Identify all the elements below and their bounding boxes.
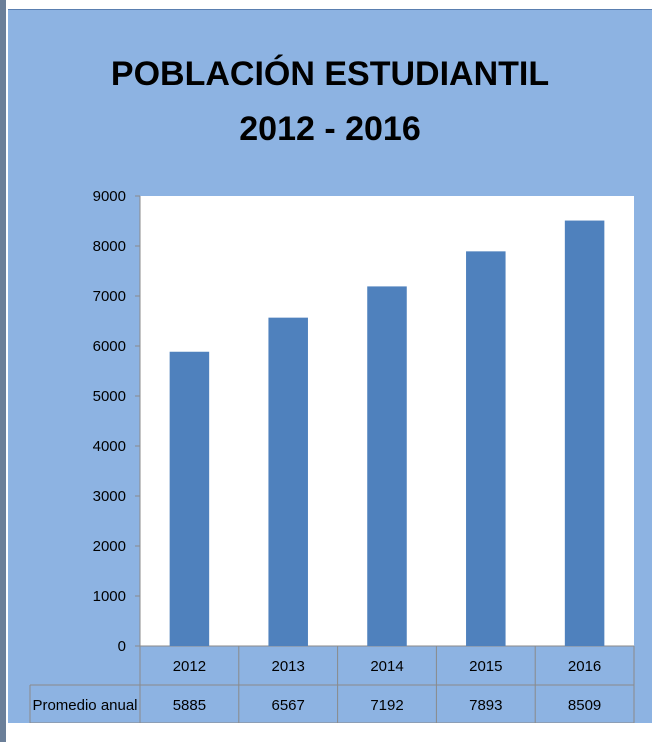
chart-subtitle: 2012 - 2016 [239,110,421,148]
bar-2015 [466,251,506,646]
data-table: 2012 2013 2014 2015 2016 Promedio anual 5885 65… [29,646,635,723]
x-category-label: 2014 [370,658,403,675]
y-tick-label: 5000 [93,388,126,405]
data-value-cell: 7893 [469,697,502,714]
bar-2012 [169,351,210,646]
series-name-cell: Promedio anual [32,697,137,714]
y-tick-label: 8000 [93,238,126,255]
y-axis-ticks: 0 1000 2000 3000 4000 5000 6000 7000 8000 9000 [93,188,140,655]
data-value-cell: 8509 [568,697,601,714]
y-tick-label: 0 [118,638,126,655]
data-value-cell: 6567 [272,697,305,714]
bar-chart: POBLACIÓN ESTUDIANTIL 2012 - 2016 0 1000 2… [29,55,635,723]
y-tick-label: 7000 [93,288,126,305]
data-value-cell: 7192 [370,697,403,714]
y-tick-label: 3000 [93,488,126,505]
bar-2013 [268,317,308,646]
x-category-label: 2015 [469,658,502,675]
chart-title: POBLACIÓN ESTUDIANTIL [111,55,549,93]
y-tick-label: 9000 [93,188,126,205]
x-category-label: 2016 [568,658,601,675]
x-category-label: 2012 [173,658,206,675]
y-tick-label: 4000 [93,438,126,455]
y-tick-label: 1000 [93,588,126,605]
bar-2014 [367,286,407,646]
y-tick-label: 2000 [93,538,126,555]
window-edge [0,0,6,742]
chart-area: POBLACIÓN ESTUDIANTIL 2012 - 2016 0 1000 2… [8,9,652,723]
bar-2016 [564,220,605,647]
data-value-cell: 5885 [173,697,206,714]
x-category-label: 2013 [272,658,305,675]
y-tick-label: 6000 [93,338,126,355]
bars [169,220,605,647]
